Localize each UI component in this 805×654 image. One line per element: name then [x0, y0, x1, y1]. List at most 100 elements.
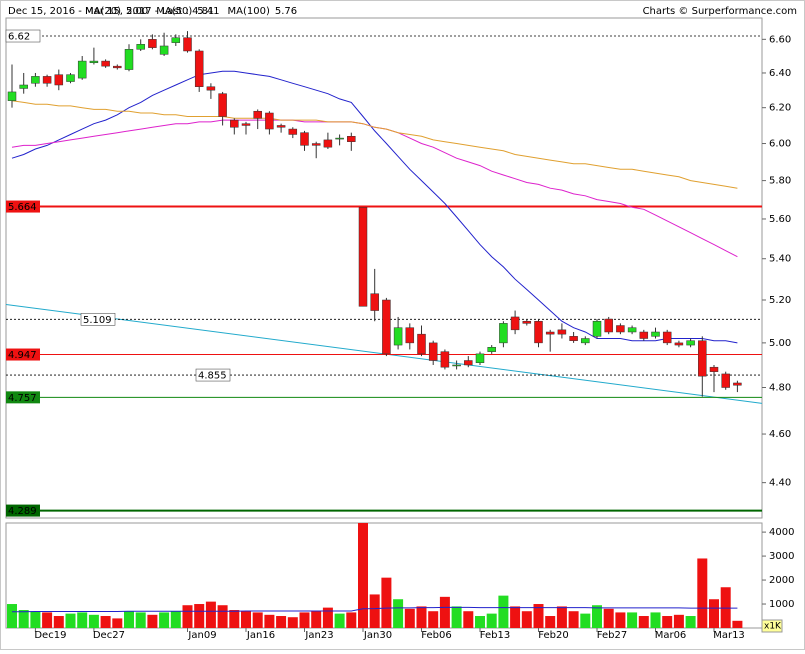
candle-body — [7, 91, 17, 101]
volume-bar — [416, 606, 427, 628]
level-tag — [80, 312, 116, 326]
candle-body — [464, 360, 473, 366]
candle-body — [171, 37, 181, 43]
candle-body — [417, 333, 426, 355]
volume-bar — [369, 594, 380, 628]
volume-bar — [475, 616, 485, 628]
candle-body — [405, 327, 415, 344]
volume-bar — [170, 611, 181, 628]
volume-tick-label: 2000 — [769, 575, 794, 586]
legend-name: MA(100) — [228, 6, 270, 17]
x-tick-label: Mar13 — [713, 630, 745, 641]
volume-bar — [287, 617, 298, 628]
volume-bar — [229, 610, 240, 628]
x-tick-label: Jan09 — [187, 630, 216, 641]
candle-body — [393, 327, 403, 346]
candle-body — [522, 320, 532, 324]
level-tag — [5, 29, 41, 43]
volume-bar — [685, 616, 696, 628]
volume-bar — [463, 611, 474, 628]
volume-bar — [486, 613, 497, 628]
candle-body — [31, 76, 40, 84]
candle-body — [66, 74, 75, 82]
candle-body — [19, 84, 28, 89]
volume-bar — [732, 620, 743, 628]
volume-bar — [241, 611, 251, 628]
candle-body — [604, 318, 613, 333]
y-tick-label: 4.60 — [769, 429, 791, 440]
candle-body — [89, 60, 99, 64]
volume-bar — [358, 523, 368, 628]
y-tick-label: 6.40 — [769, 68, 791, 79]
volume-ma — [12, 606, 738, 613]
candle-body — [709, 366, 719, 372]
level-label: 5.664 — [8, 202, 37, 213]
volume-bar — [77, 612, 88, 628]
volume-bar — [88, 614, 99, 628]
level-label: 4.855 — [198, 371, 227, 382]
level-label: 6.62 — [8, 32, 30, 43]
volume-tick-label: 1000 — [769, 599, 794, 610]
candle-body — [616, 325, 625, 333]
volume-bar — [556, 606, 567, 628]
candle-body — [651, 331, 660, 337]
legend-name: MA(20) — [85, 6, 121, 17]
candle-body — [592, 320, 602, 337]
candle-body — [124, 49, 134, 70]
volume-bar — [404, 608, 415, 628]
volume-bar — [100, 616, 111, 628]
candle-body — [288, 128, 298, 135]
candle-body — [440, 351, 450, 368]
volume-bar — [30, 611, 41, 628]
volume-bar — [182, 605, 193, 628]
candle-body — [148, 39, 157, 48]
volume-bar — [568, 611, 579, 628]
volume-bar — [252, 612, 263, 628]
volume-bar — [322, 607, 333, 628]
candle-body — [370, 293, 379, 311]
volume-bar — [545, 616, 556, 628]
ma-line — [11, 70, 738, 344]
candle-body — [253, 110, 262, 119]
volume-bar — [217, 605, 228, 628]
candle-body — [276, 125, 286, 128]
volume-bar — [276, 616, 287, 628]
level-label: 4.289 — [8, 506, 37, 517]
candle-body — [358, 207, 368, 307]
x-tick-label: Jan30 — [363, 630, 392, 641]
x-tick-label: Jan23 — [304, 630, 333, 641]
x-tick-label: Feb20 — [538, 630, 568, 641]
candle-body — [300, 132, 309, 146]
x-tick-label: Feb27 — [597, 630, 627, 641]
volume-bar — [147, 614, 158, 628]
candle-body — [428, 342, 438, 361]
y-tick-label: 4.40 — [769, 478, 791, 489]
x-tick-label: Feb13 — [480, 630, 510, 641]
x-tick-label: Dec27 — [93, 630, 125, 641]
candle-body — [323, 139, 333, 148]
legend-value: 5.76 — [275, 6, 297, 17]
volume-bar — [7, 604, 17, 628]
y-tick-label: 5.00 — [769, 338, 791, 349]
volume-bar — [124, 611, 134, 628]
x-tick-label: Mar06 — [655, 630, 687, 641]
candle-body — [230, 119, 239, 128]
candle-body — [475, 353, 485, 363]
y-tick-label: 4.80 — [769, 383, 791, 394]
price-panel — [5, 17, 763, 519]
candle-body — [113, 65, 122, 69]
volume-bar — [439, 596, 450, 628]
candle-body — [721, 373, 730, 388]
y-tick-label: 5.60 — [769, 214, 791, 225]
candle-body — [452, 364, 461, 367]
level-tag — [6, 348, 40, 361]
volume-tick-label: 3000 — [769, 551, 794, 562]
candle-body — [335, 137, 344, 140]
candle-body — [194, 50, 204, 87]
volume-bar — [205, 601, 216, 628]
volume-bar — [533, 604, 544, 628]
level-tag — [6, 504, 40, 517]
candle-body — [510, 316, 520, 331]
